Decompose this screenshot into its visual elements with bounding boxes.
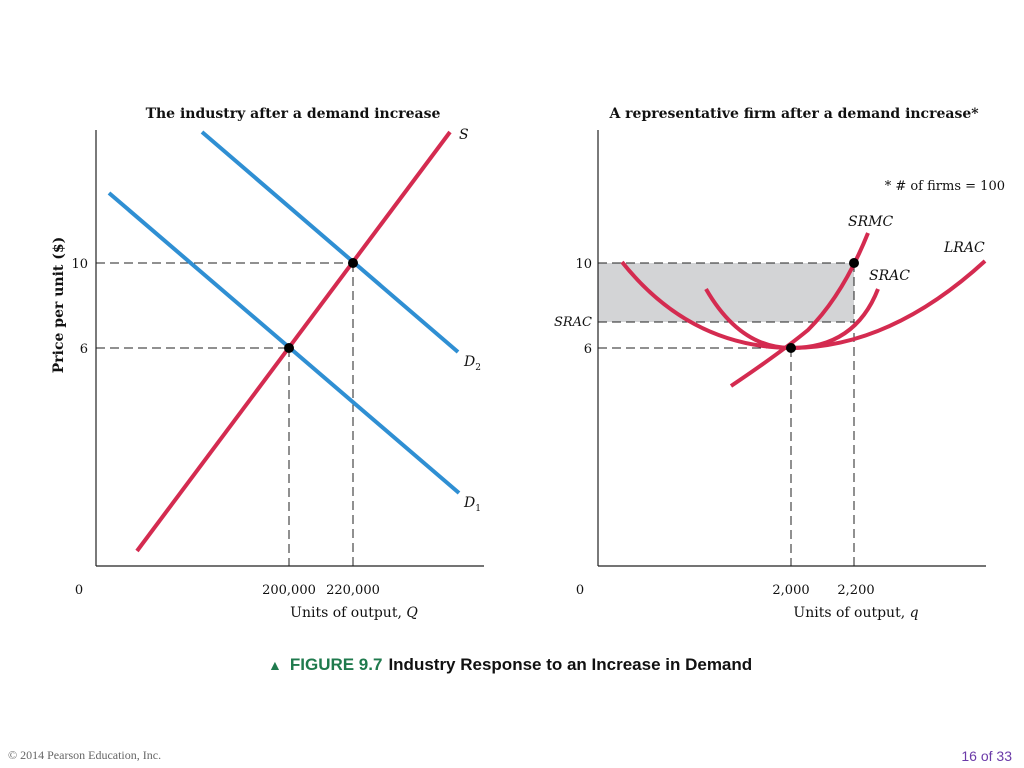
firm-x-axis-label: Units of output, q [793, 605, 918, 621]
figure-title: Industry Response to an Increase in Dema… [388, 655, 753, 674]
firm-panel: A representative firm after a demand inc… [554, 106, 1005, 621]
figure-caption: ▲ FIGURE 9.7 Industry Response to an Incre… [268, 655, 752, 675]
industry-equilibrium-initial [284, 343, 294, 353]
economic-profit-area [598, 263, 854, 322]
slide-page-number: 16 of 33 [961, 748, 1012, 764]
firm-long-run-equilibrium [786, 343, 796, 353]
firm-origin-label: 0 [576, 583, 584, 598]
industry-panel-title: The industry after a demand increase [146, 106, 441, 122]
copyright-notice: © 2014 Pearson Education, Inc. [8, 748, 162, 762]
industry-equilibrium-new [348, 258, 358, 268]
industry-price-tick-10: 10 [71, 257, 88, 272]
demand-curve-d2 [200, 130, 460, 354]
lrac-label: LRAC [943, 240, 985, 256]
supply-curve-label: S [459, 127, 469, 143]
firm-quantity-tick-2000: 2,000 [772, 583, 809, 598]
industry-quantity-tick-220000: 220,000 [326, 583, 380, 598]
industry-origin-label: 0 [75, 583, 83, 598]
supply-curve [135, 130, 452, 553]
firm-price-tick-6: 6 [584, 342, 592, 357]
firm-quantity-tick-2200: 2,200 [837, 583, 874, 598]
industry-price-tick-6: 6 [80, 342, 88, 357]
srmc-label: SRMC [848, 214, 893, 230]
figure-number: FIGURE 9.7 [289, 655, 383, 674]
firm-price-tick-10: 10 [575, 257, 592, 272]
firm-srac-tick: SRAC [554, 315, 592, 330]
demand-curve-d1 [107, 191, 461, 495]
demand-d2-label: D2 [463, 354, 481, 373]
firm-count-note: * # of firms = 100 [885, 179, 1005, 194]
firm-panel-title: A representative firm after a demand inc… [608, 106, 979, 122]
firm-short-run-output-point [849, 258, 859, 268]
industry-panel: The industry after a demand increase Pri… [51, 106, 484, 621]
industry-y-axis-label: Price per unit ($) [51, 237, 67, 373]
industry-x-axis-label: Units of output, Q [290, 605, 418, 621]
caption-triangle-icon: ▲ [268, 657, 282, 673]
srac-label: SRAC [869, 268, 910, 284]
industry-quantity-tick-200000: 200,000 [262, 583, 316, 598]
demand-d1-label: D1 [463, 495, 481, 514]
